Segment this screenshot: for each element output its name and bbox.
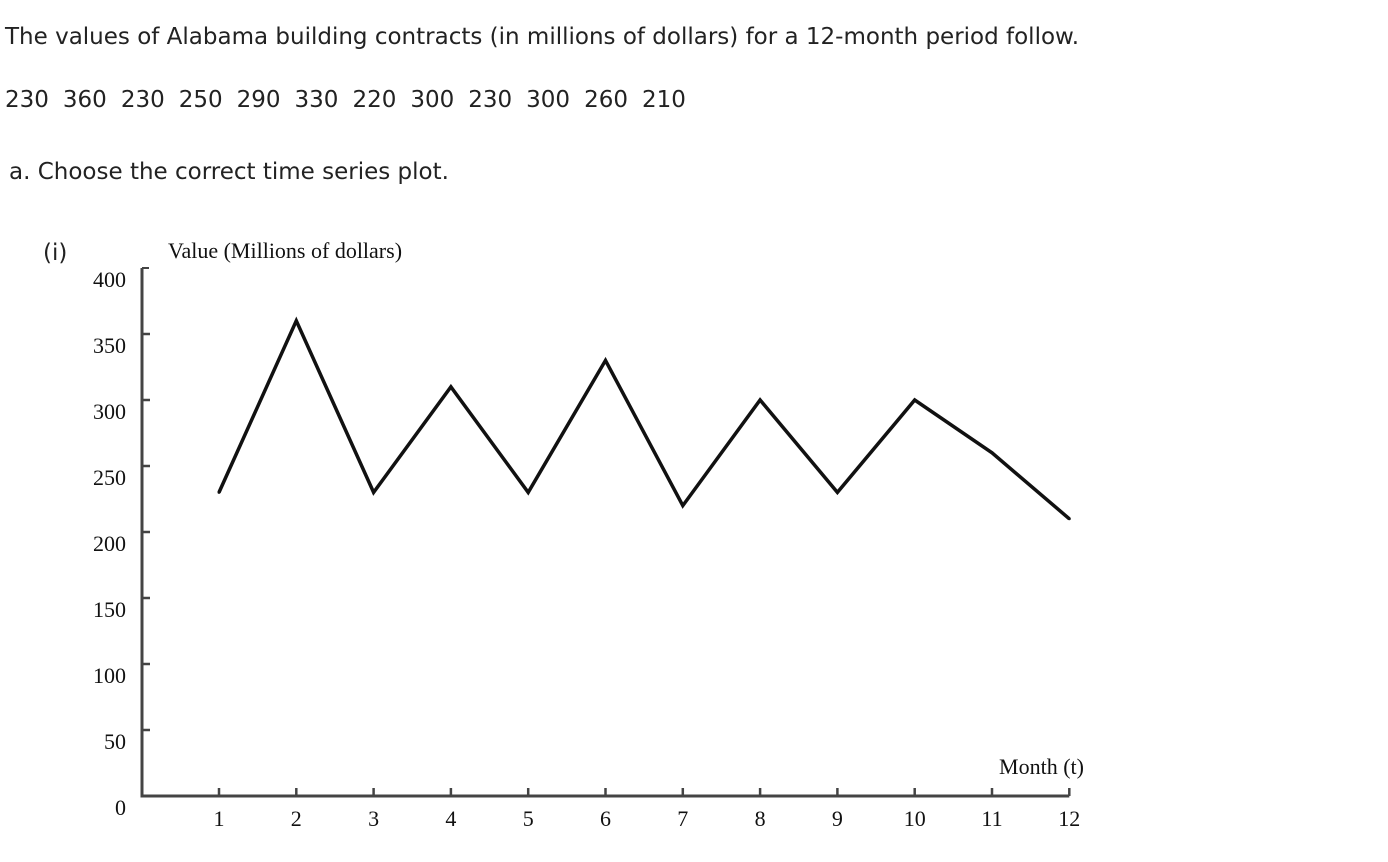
data-value: 230 bbox=[468, 87, 513, 113]
data-point bbox=[990, 451, 994, 455]
series-line bbox=[217, 316, 1071, 521]
data-point bbox=[217, 490, 221, 494]
part-a-question: a. Choose the correct time series plot. bbox=[9, 159, 449, 185]
x-tick-label: 11 bbox=[981, 806, 1002, 831]
x-tick-label: 4 bbox=[445, 806, 456, 831]
x-axis-label: Month (t) bbox=[999, 754, 1084, 779]
chart-axes bbox=[140, 267, 1070, 798]
data-point bbox=[526, 490, 530, 494]
chart-ticks bbox=[142, 332, 1071, 796]
data-value: 230 bbox=[120, 87, 165, 113]
data-value: 210 bbox=[641, 87, 686, 113]
data-value: 300 bbox=[410, 87, 455, 113]
question-prompt: The values of Alabama building contracts… bbox=[5, 24, 1080, 50]
chart-series bbox=[217, 316, 1071, 521]
option-label[interactable]: (i) bbox=[43, 240, 68, 266]
data-values-line: 230 360 230 250 290 330 220 300 230 300 260 210 bbox=[5, 87, 700, 113]
data-value: 230 bbox=[5, 87, 49, 113]
data-point bbox=[913, 398, 917, 402]
data-point bbox=[835, 490, 839, 494]
x-tick-label: 12 bbox=[1058, 806, 1080, 831]
x-tick-label: 9 bbox=[832, 806, 843, 831]
data-value: 300 bbox=[526, 87, 571, 113]
data-point bbox=[681, 504, 685, 508]
x-tick-label: 8 bbox=[755, 806, 766, 831]
data-point bbox=[449, 385, 453, 389]
data-value: 220 bbox=[352, 87, 397, 113]
y-tick-label: 100 bbox=[93, 663, 126, 688]
x-tick-label: 3 bbox=[368, 806, 379, 831]
y-tick-label: 50 bbox=[104, 729, 126, 754]
y-tick-label: 150 bbox=[93, 597, 126, 622]
data-point bbox=[604, 358, 607, 362]
data-value: 260 bbox=[584, 87, 628, 113]
y-tick-label: 0 bbox=[115, 795, 126, 820]
data-value: 360 bbox=[62, 87, 107, 113]
y-tick-label: 250 bbox=[93, 465, 126, 490]
data-value: 250 bbox=[178, 87, 223, 113]
x-tick-label: 5 bbox=[523, 806, 534, 831]
data-point bbox=[294, 319, 298, 323]
y-axis-label: Value (Millions of dollars) bbox=[168, 238, 402, 263]
data-point bbox=[372, 490, 376, 494]
data-value: 290 bbox=[236, 87, 281, 113]
y-tick-label: 200 bbox=[93, 531, 126, 556]
x-tick-label: 6 bbox=[600, 806, 611, 831]
y-tick-label: 350 bbox=[93, 333, 126, 358]
x-tick-label: 7 bbox=[677, 806, 688, 831]
x-tick-label: 1 bbox=[214, 806, 225, 831]
data-point bbox=[1067, 517, 1071, 521]
y-tick-label: 300 bbox=[93, 399, 126, 424]
y-tick-label: 400 bbox=[93, 267, 126, 292]
x-tick-label: 10 bbox=[904, 806, 926, 831]
data-point bbox=[758, 398, 762, 402]
x-tick-label: 2 bbox=[291, 806, 302, 831]
data-value: 330 bbox=[294, 87, 339, 113]
